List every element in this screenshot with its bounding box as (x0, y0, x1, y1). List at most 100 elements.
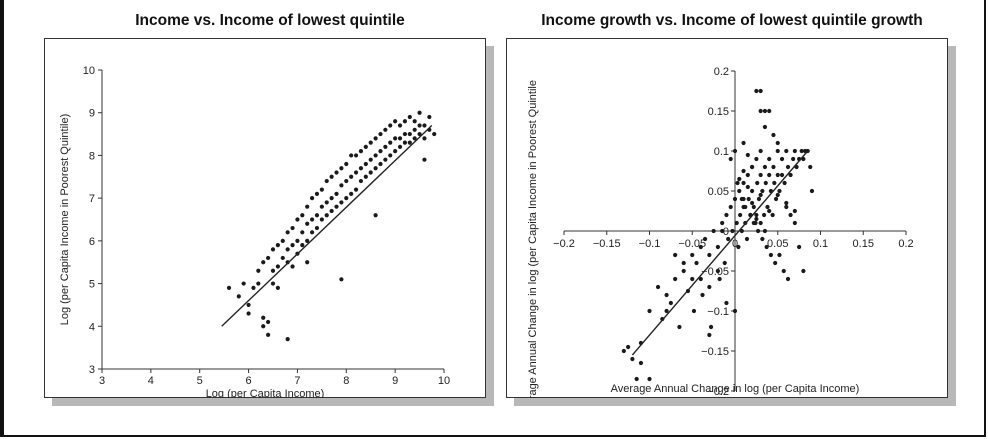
data-point (754, 156, 759, 162)
data-point (630, 356, 635, 362)
data-point (388, 140, 393, 145)
data-point (295, 238, 300, 243)
y-tick-label: 8 (89, 150, 95, 162)
data-point (775, 140, 780, 146)
data-point (797, 244, 802, 250)
data-point (782, 180, 787, 186)
x-tick-label: 0 (732, 238, 738, 250)
data-point (698, 276, 703, 282)
data-point (743, 204, 748, 210)
data-point (378, 149, 383, 154)
y-tick-label: 3 (89, 364, 95, 376)
data-point (758, 148, 763, 154)
data-point (285, 230, 290, 235)
data-point (266, 255, 271, 261)
data-point (758, 108, 763, 114)
data-point (751, 220, 756, 226)
data-point (746, 196, 751, 202)
data-point (755, 228, 761, 234)
data-point (407, 114, 412, 120)
data-point (681, 268, 686, 274)
data-point (809, 188, 815, 194)
data-point (236, 294, 241, 299)
data-point (760, 188, 765, 194)
data-point (707, 252, 712, 258)
data-point (781, 268, 786, 274)
data-point (334, 191, 339, 196)
data-point (767, 208, 772, 214)
data-point (638, 360, 644, 366)
data-point (339, 166, 344, 171)
data-point (270, 281, 276, 286)
data-point (373, 213, 378, 218)
data-point (261, 260, 266, 265)
data-point (407, 140, 412, 145)
y-tick-label: −0.15 (701, 346, 729, 358)
data-point (309, 217, 315, 222)
data-point (735, 180, 740, 186)
data-point (737, 176, 742, 182)
y-tick-label: 0.2 (714, 66, 729, 78)
data-point (717, 276, 722, 282)
data-point (383, 144, 388, 149)
data-point (784, 148, 789, 154)
data-point (290, 243, 295, 248)
data-point (779, 156, 785, 162)
data-point (799, 148, 804, 154)
data-point (751, 204, 756, 210)
data-point (246, 311, 251, 316)
data-point (266, 319, 271, 325)
data-point (329, 208, 334, 214)
data-point (285, 247, 290, 252)
data-point (750, 200, 755, 206)
data-point (754, 216, 759, 222)
y-tick-label: 4 (89, 321, 95, 333)
data-point (300, 230, 305, 235)
data-point (397, 136, 403, 141)
data-point (324, 178, 329, 184)
data-point (770, 212, 775, 218)
data-point (739, 228, 744, 234)
x-tick-label: 0.05 (767, 238, 788, 250)
data-point (373, 136, 378, 141)
data-point (344, 161, 349, 167)
data-point (275, 285, 280, 290)
data-point (353, 187, 359, 192)
data-point (664, 308, 669, 314)
data-point (324, 213, 329, 218)
data-point (771, 132, 776, 138)
data-point (754, 88, 759, 94)
y-tick-label: 9 (89, 108, 95, 120)
data-point (673, 252, 678, 258)
data-point (722, 260, 727, 266)
scatter-chart-left: 3 4 5 6 7 8 9 10 3 4 5 6 7 8 9 10 Log (per Capita Income… (59, 65, 450, 398)
data-point (349, 153, 354, 158)
data-point (393, 136, 398, 141)
data-point (270, 268, 276, 273)
x-tick-label: 0.2 (898, 238, 913, 250)
data-point (349, 191, 354, 196)
data-point (275, 264, 280, 269)
data-point (711, 228, 716, 234)
data-point (768, 252, 774, 258)
x-tick-label: 3 (99, 375, 105, 387)
data-point (422, 157, 427, 162)
data-point (677, 324, 682, 330)
data-point (344, 178, 349, 184)
data-point (741, 140, 746, 146)
data-point (698, 244, 703, 250)
data-point (732, 148, 738, 154)
data-point (388, 123, 393, 128)
data-point (329, 196, 334, 201)
y-tick-label: −0.2 (707, 386, 729, 398)
data-point (378, 161, 383, 167)
data-point (246, 302, 251, 308)
y-tick-label: −0.05 (701, 266, 729, 278)
data-point (734, 220, 739, 226)
data-point (422, 136, 427, 141)
data-point (792, 148, 797, 154)
data-point (422, 123, 427, 128)
data-point (784, 204, 789, 210)
y-axis-label: Log (per Capita Income in Poorest Quinti… (59, 114, 71, 326)
data-point (290, 225, 295, 231)
